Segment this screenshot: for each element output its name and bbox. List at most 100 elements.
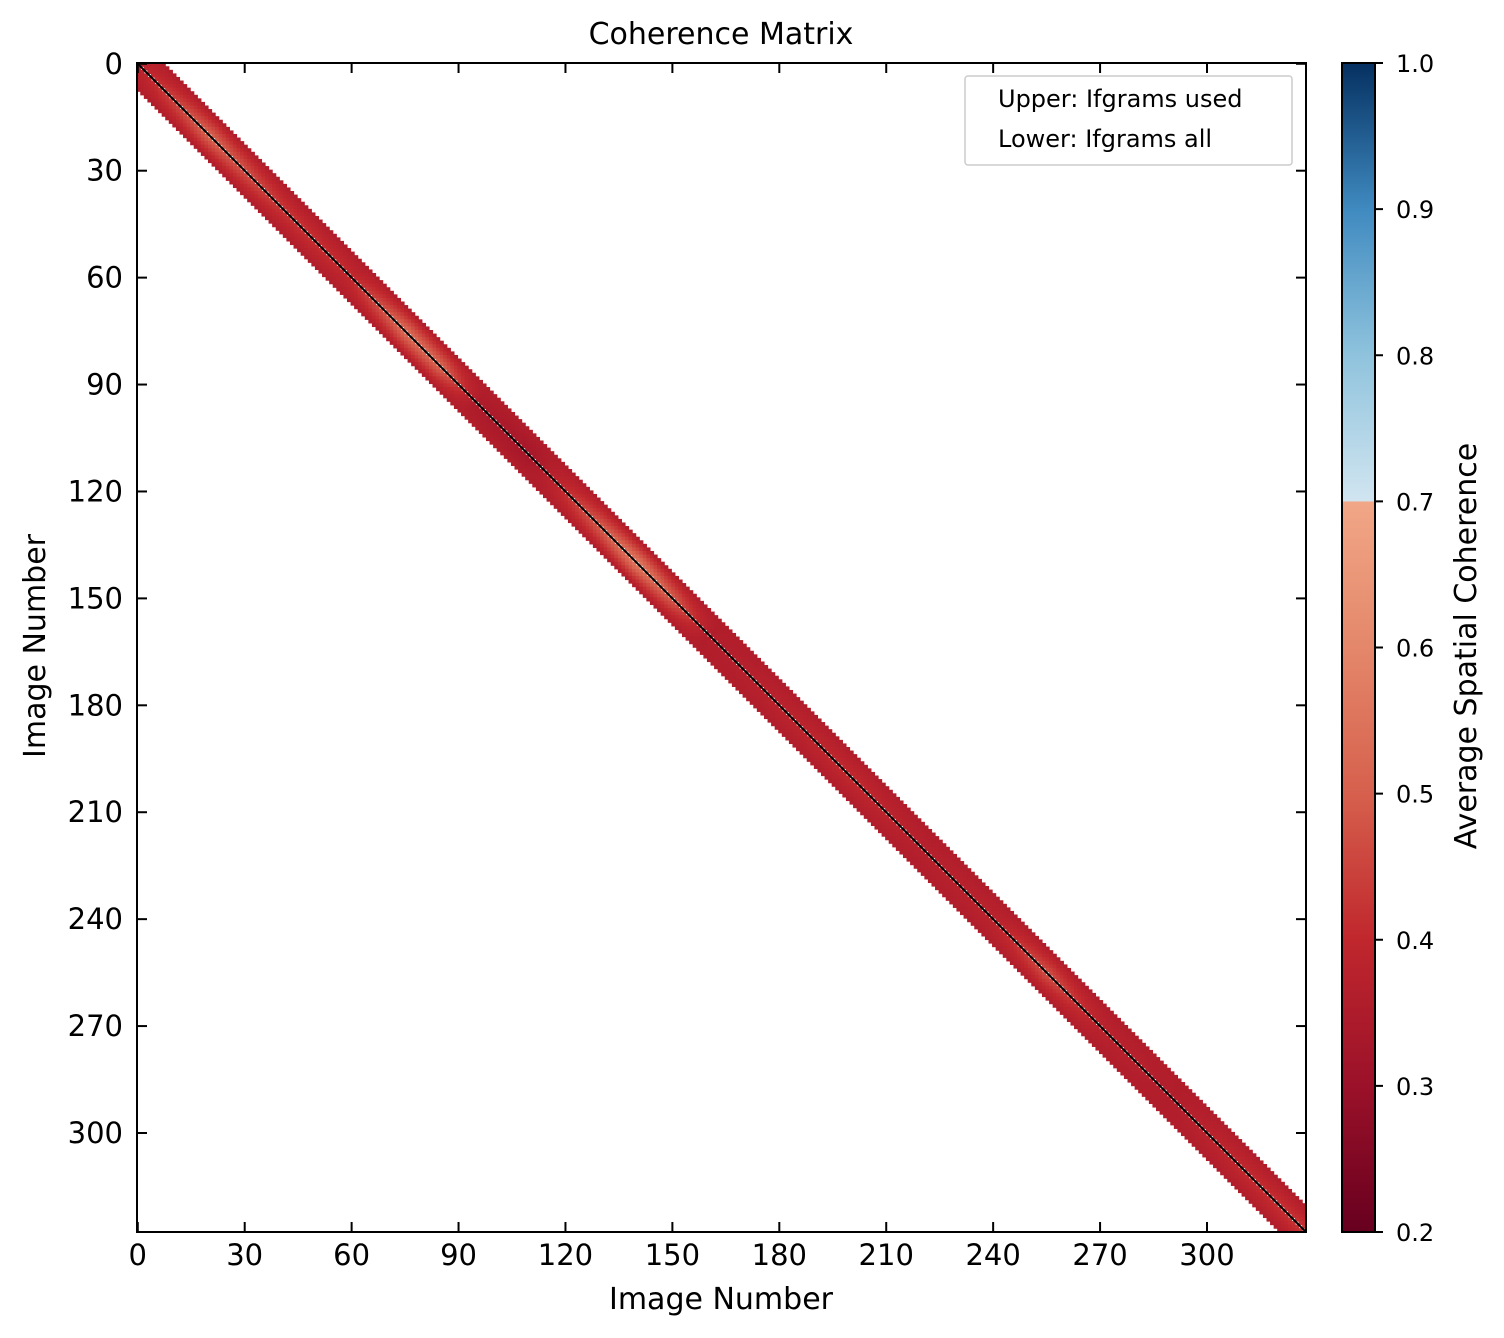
heatmap-cell — [774, 718, 779, 723]
heatmap-cell — [1109, 1021, 1114, 1026]
heatmap-cell — [461, 401, 466, 406]
heatmap-cell — [1138, 1049, 1143, 1055]
heatmap-cell — [1041, 964, 1047, 969]
heatmap-cell — [489, 440, 494, 445]
heatmap-cell — [721, 657, 726, 663]
heatmap-cell — [1152, 1060, 1157, 1065]
heatmap-cell — [1298, 1228, 1303, 1232]
heatmap-cell — [575, 483, 580, 488]
heatmap-cell — [1113, 1035, 1118, 1040]
heatmap-cell — [193, 101, 198, 107]
heatmap-cell — [546, 465, 551, 470]
heatmap-cell — [1056, 975, 1061, 980]
heatmap-cell — [300, 205, 305, 210]
heatmap-cell — [567, 479, 573, 484]
heatmap-cell — [436, 376, 441, 381]
heatmap-cell — [649, 561, 655, 566]
heatmap-cell — [635, 565, 640, 570]
heatmap-cell — [518, 461, 523, 467]
heatmap-cell — [771, 693, 776, 698]
heatmap-cell — [411, 312, 416, 317]
heatmap-cell — [671, 583, 676, 588]
heatmap-cell — [168, 73, 173, 78]
heatmap-cell — [756, 672, 762, 677]
heatmap-cell — [1134, 1078, 1139, 1083]
heatmap-cell — [250, 173, 255, 178]
heatmap-cell — [724, 647, 729, 652]
heatmap-cell — [639, 583, 644, 588]
heatmap-cell — [910, 850, 915, 855]
heatmap-cell — [1059, 996, 1064, 1001]
heatmap-cell — [1017, 960, 1022, 965]
heatmap-cell — [806, 725, 811, 730]
heatmap-cell — [168, 69, 173, 74]
heatmap-cell — [674, 593, 680, 598]
heatmap-cell — [1220, 1156, 1225, 1162]
heatmap-cell — [578, 493, 583, 499]
heatmap-cell — [393, 312, 398, 317]
heatmap-cell — [393, 315, 398, 320]
heatmap-cell — [1002, 914, 1007, 919]
heatmap-cell — [404, 315, 409, 320]
heatmap-cell — [984, 889, 990, 894]
heatmap-cell — [824, 775, 829, 780]
heatmap-cell — [407, 337, 412, 342]
heatmap-cell — [168, 105, 173, 110]
heatmap-cell — [1248, 1156, 1253, 1162]
heatmap-cell — [168, 119, 173, 124]
heatmap-cell — [1252, 1199, 1257, 1204]
heatmap-cell — [464, 383, 469, 388]
heatmap-cell — [895, 796, 901, 802]
heatmap-cell — [457, 379, 462, 385]
heatmap-cell — [140, 69, 145, 74]
heatmap-cell — [1113, 1057, 1118, 1062]
heatmap-cell — [1013, 957, 1018, 962]
heatmap-cell — [286, 191, 291, 196]
heatmap-cell — [653, 586, 658, 591]
heatmap-cell — [681, 632, 687, 638]
heatmap-cell — [557, 476, 562, 481]
heatmap-cell — [154, 73, 159, 78]
heatmap-cell — [286, 219, 291, 224]
heatmap-cell — [1081, 1028, 1086, 1033]
heatmap-cell — [742, 654, 747, 659]
heatmap-cell — [207, 158, 213, 164]
heatmap-cell — [318, 230, 323, 235]
heatmap-cell — [550, 490, 555, 495]
heatmap-cell — [1024, 964, 1029, 969]
heatmap-cell — [735, 657, 740, 663]
heatmap-cell — [952, 861, 958, 866]
heatmap-cell — [945, 875, 950, 880]
heatmap-cell — [332, 265, 337, 271]
heatmap-cell — [888, 793, 893, 798]
heatmap-cell — [1177, 1106, 1182, 1112]
heatmap-cell — [503, 447, 508, 452]
heatmap-cell — [706, 615, 712, 620]
heatmap-cell — [265, 173, 270, 178]
heatmap-cell — [1027, 971, 1032, 976]
heatmap-cell — [368, 283, 373, 288]
heatmap-cell — [1102, 1053, 1107, 1058]
heatmap-cell — [945, 896, 950, 901]
heatmap-cell — [910, 825, 915, 830]
heatmap-cell — [443, 358, 448, 363]
heatmap-cell — [706, 636, 712, 641]
heatmap-cell — [293, 201, 298, 206]
heatmap-cell — [1180, 1131, 1186, 1137]
heatmap-cell — [1074, 978, 1079, 983]
heatmap-cell — [1216, 1149, 1221, 1154]
heatmap-cell — [137, 66, 141, 71]
heatmap-cell — [1095, 1024, 1100, 1030]
heatmap-cell — [1291, 1213, 1296, 1219]
heatmap-cell — [1045, 996, 1050, 1001]
heatmap-cell — [774, 693, 779, 698]
heatmap-cell — [653, 568, 658, 573]
heatmap-cell — [304, 215, 309, 221]
heatmap-cell — [553, 458, 558, 463]
heatmap-cell — [646, 575, 651, 581]
heatmap-cell — [407, 344, 412, 349]
heatmap-cell — [404, 319, 409, 324]
x-tick-label: 240 — [965, 1238, 1020, 1272]
heatmap-cell — [336, 248, 341, 253]
